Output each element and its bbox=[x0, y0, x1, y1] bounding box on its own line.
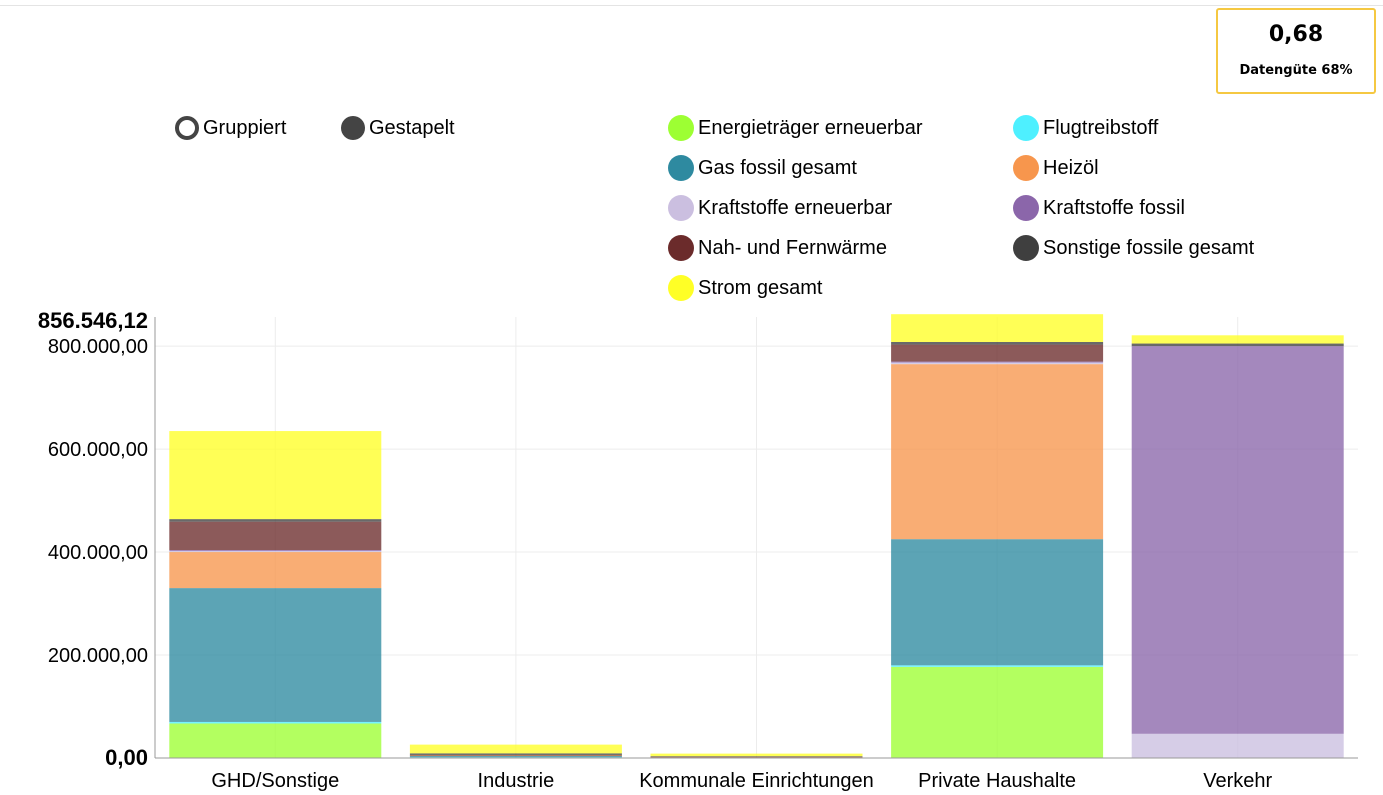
legend-dot-icon bbox=[1013, 195, 1039, 221]
legend-item-gas-fossil-gesamt[interactable]: Gas fossil gesamt bbox=[668, 155, 857, 181]
bar-segment-industrie-gas-fossil-gesamt[interactable] bbox=[409, 755, 622, 758]
y-tick-label: 800.000,00 bbox=[48, 336, 148, 358]
legend-item-kraftstoffe-fossil[interactable]: Kraftstoffe fossil bbox=[1013, 195, 1185, 221]
legend-label: Strom gesamt bbox=[698, 276, 823, 299]
data-quality-value: 0,68 bbox=[1268, 22, 1324, 47]
bar-segment-industrie-nah-und-fernwärme[interactable] bbox=[409, 754, 622, 756]
bar-segment-verkehr-sonstige-fossile-gesamt[interactable] bbox=[1131, 343, 1344, 347]
bar-segment-ghd-sonstige-kraftstoffe-fossil[interactable] bbox=[169, 549, 382, 552]
bar-segment-private-haushalte-gas-fossil-gesamt[interactable] bbox=[891, 539, 1104, 666]
tick-labels: GHD/Sonstige Industrie Kommunale Einrichtu… bbox=[38, 308, 1273, 792]
legend-dot-icon bbox=[668, 195, 694, 221]
y-tick-label: 200.000,00 bbox=[48, 645, 148, 667]
bar-segment-private-haushalte-strom-gesamt[interactable] bbox=[891, 314, 1104, 342]
legend-dot-icon bbox=[668, 115, 694, 141]
bar-segment-industrie-heizöl[interactable] bbox=[409, 755, 622, 757]
x-tick-label: Industrie bbox=[478, 770, 555, 792]
data-quality-label: Datengüte 68% bbox=[1239, 63, 1353, 78]
legend-dot-icon bbox=[668, 275, 694, 301]
mode-stacked-label: Gestapelt bbox=[369, 116, 455, 139]
legend-label: Kraftstoffe fossil bbox=[1043, 196, 1185, 219]
bar-segment-ghd-sonstige-heizöl[interactable] bbox=[169, 552, 382, 589]
mode-grouped-option[interactable]: Gruppiert bbox=[175, 116, 286, 140]
chart-legend: Energieträger erneuerbar Flugtreibstoff Ga… bbox=[668, 115, 1368, 305]
legend-item-sonstige-fossile-gesamt[interactable]: Sonstige fossile gesamt bbox=[1013, 235, 1254, 261]
legend-item-heizöl[interactable]: Heizöl bbox=[1013, 155, 1099, 181]
radio-checked-icon[interactable] bbox=[341, 116, 365, 140]
bar-segment-kommunale-einrichtungen-sonstige-fossile-gesamt[interactable] bbox=[650, 756, 863, 757]
legend-label: Kraftstoffe erneuerbar bbox=[698, 196, 893, 219]
bar-segment-private-haushalte-energieträger-erneuerbar[interactable] bbox=[891, 666, 1104, 758]
bar-segment-verkehr-kraftstoffe-fossil[interactable] bbox=[1131, 346, 1344, 734]
bar-segment-private-haushalte-kraftstoffe-fossil[interactable] bbox=[891, 361, 1104, 363]
bar-segment-kommunale-einrichtungen-nah-und-fernwärme[interactable] bbox=[650, 756, 863, 758]
bar-segment-private-haushalte-nah-und-fernwärme[interactable] bbox=[891, 344, 1104, 362]
bar-segment-kommunale-einrichtungen-strom-gesamt[interactable] bbox=[650, 753, 863, 757]
bar-segment-ghd-sonstige-kraftstoffe-erneuerbar[interactable] bbox=[169, 551, 382, 553]
x-tick-label: Kommunale Einrichtungen bbox=[639, 770, 874, 792]
radio-unchecked-icon[interactable] bbox=[175, 116, 199, 140]
y-tick-label: 600.000,00 bbox=[48, 439, 148, 461]
legend-label: Energieträger erneuerbar bbox=[698, 116, 923, 139]
top-divider bbox=[0, 5, 1383, 6]
bar-segment-private-haushalte-heizöl[interactable] bbox=[891, 364, 1104, 540]
legend-label: Gas fossil gesamt bbox=[698, 156, 857, 179]
bar-segment-ghd-sonstige-nah-und-fernwärme[interactable] bbox=[169, 521, 382, 550]
axes bbox=[154, 317, 1358, 759]
bar-segment-ghd-sonstige-flugtreibstoff[interactable] bbox=[169, 721, 382, 724]
bar-segment-verkehr-strom-gesamt[interactable] bbox=[1131, 335, 1344, 344]
bar-segment-ghd-sonstige-sonstige-fossile-gesamt[interactable] bbox=[169, 519, 382, 522]
legend-item-strom-gesamt[interactable]: Strom gesamt bbox=[668, 275, 822, 301]
bar-segment-industrie-sonstige-fossile-gesamt[interactable] bbox=[409, 753, 622, 755]
bar-segment-ghd-sonstige-energieträger-erneuerbar[interactable] bbox=[169, 723, 382, 758]
legend-item-kraftstoffe-erneuerbar[interactable]: Kraftstoffe erneuerbar bbox=[668, 195, 892, 221]
y-max-label: 856.546,12 bbox=[38, 308, 148, 333]
data-quality-badge: 0,68 Datengüte 68% bbox=[1216, 8, 1376, 94]
legend-item-nah-und-fernwärme[interactable]: Nah- und Fernwärme bbox=[668, 235, 887, 261]
legend-dot-icon bbox=[668, 235, 694, 261]
legend-item-energieträger-erneuerbar[interactable]: Energieträger erneuerbar bbox=[668, 115, 923, 141]
legend-dot-icon bbox=[1013, 235, 1039, 261]
legend-label: Flugtreibstoff bbox=[1043, 116, 1159, 139]
x-tick-label: Private Haushalte bbox=[918, 770, 1076, 792]
bars-group bbox=[169, 314, 1344, 759]
bar-segment-private-haushalte-kraftstoffe-erneuerbar[interactable] bbox=[891, 362, 1104, 365]
stacked-bar-chart: GHD/Sonstige Industrie Kommunale Einrichtu… bbox=[38, 308, 1358, 792]
y-tick-label: 400.000,00 bbox=[48, 542, 148, 564]
legend-label: Heizöl bbox=[1043, 156, 1099, 179]
bar-segment-private-haushalte-sonstige-fossile-gesamt[interactable] bbox=[891, 341, 1104, 345]
legend-dot-icon bbox=[668, 155, 694, 181]
x-tick-label: Verkehr bbox=[1203, 770, 1272, 792]
bar-segment-ghd-sonstige-gas-fossil-gesamt[interactable] bbox=[169, 588, 382, 722]
bar-segment-private-haushalte-flugtreibstoff[interactable] bbox=[891, 665, 1104, 667]
legend-item-flugtreibstoff[interactable]: Flugtreibstoff bbox=[1013, 115, 1158, 141]
x-tick-label: GHD/Sonstige bbox=[211, 770, 339, 792]
legend-label: Sonstige fossile gesamt bbox=[1043, 236, 1255, 259]
bar-segment-industrie-strom-gesamt[interactable] bbox=[409, 744, 622, 754]
mode-stacked-option[interactable]: Gestapelt bbox=[341, 116, 455, 140]
legend-dot-icon bbox=[1013, 115, 1039, 141]
mode-grouped-label: Gruppiert bbox=[203, 116, 287, 139]
bar-segment-verkehr-kraftstoffe-erneuerbar[interactable] bbox=[1131, 733, 1344, 758]
y-tick-label: 0,00 bbox=[105, 745, 148, 770]
legend-dot-icon bbox=[1013, 155, 1039, 181]
bar-segment-ghd-sonstige-strom-gesamt[interactable] bbox=[169, 431, 382, 520]
legend-label: Nah- und Fernwärme bbox=[698, 236, 887, 259]
